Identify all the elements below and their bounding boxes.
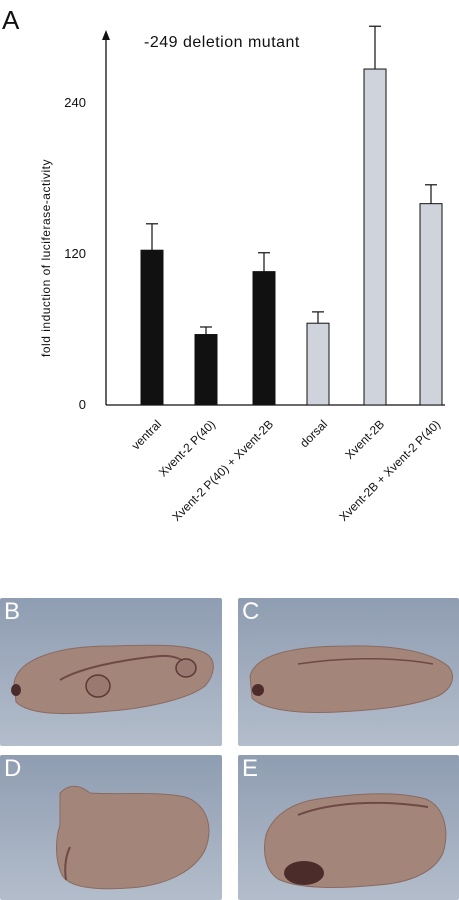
category-label: dorsal	[297, 417, 330, 450]
embryo-elongated-icon	[249, 645, 453, 713]
bar-chart: A -249 deletion mutant fold induction of…	[2, 5, 445, 524]
y-tick-label: 240	[64, 95, 86, 110]
category-label: Xvent-2B + Xvent-2 P(40)	[336, 417, 443, 524]
bar	[140, 249, 164, 406]
bar	[306, 322, 330, 406]
bar	[252, 271, 276, 406]
embryo-bent-icon	[56, 785, 210, 890]
y-tick-label: 120	[64, 246, 86, 261]
photo-panel-c: C	[238, 598, 459, 746]
panel-label-b: B	[4, 598, 21, 625]
photo-panel-b: B	[0, 598, 222, 746]
bars	[140, 25, 443, 406]
bar	[419, 203, 443, 406]
category-label: ventral	[129, 417, 164, 452]
category-label: Xvent-2 P(40) + Xvent-2B	[169, 417, 276, 524]
y-axis-title: fold induction of luciferase-activity	[39, 159, 53, 357]
panel-label-c: C	[242, 598, 260, 625]
panel-label-a: A	[2, 5, 20, 35]
panel-label-d: D	[4, 755, 22, 782]
photo-panel-d: D	[0, 755, 222, 900]
category-label: Xvent-2 P(40)	[156, 417, 218, 479]
bar	[194, 334, 218, 406]
bar	[363, 68, 387, 406]
category-label: Xvent-2B	[342, 417, 387, 462]
y-axis-arrow-icon	[102, 30, 110, 40]
y-ticks: 0 120 240	[64, 95, 86, 412]
embryo-bent-pigmented-icon	[264, 793, 447, 888]
y-tick-label: 0	[79, 397, 86, 412]
panel-label-e: E	[242, 755, 259, 782]
chart-title: -249 deletion mutant	[144, 34, 300, 51]
embryo-with-cement-gland-icon	[11, 644, 214, 715]
photo-panel-e: E	[238, 755, 459, 900]
